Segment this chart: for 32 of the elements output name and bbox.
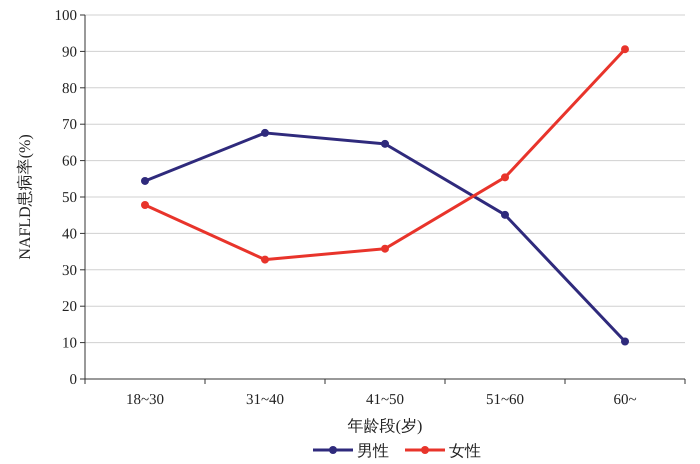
point <box>621 338 629 346</box>
legend-label: 女性 <box>449 443 481 460</box>
y-tick-label: 40 <box>62 226 77 242</box>
y-tick-label: 20 <box>62 299 77 316</box>
y-tick-label: 10 <box>62 336 77 352</box>
y-tick-label: 80 <box>62 80 77 97</box>
point <box>261 256 269 264</box>
x-tick-label: 60~ <box>613 392 637 408</box>
legend-item: 女性 <box>405 443 481 460</box>
point <box>261 128 269 137</box>
y-tick-label: 70 <box>62 117 77 134</box>
point <box>141 201 149 210</box>
y-tick-label: 30 <box>62 262 77 279</box>
point <box>141 176 149 185</box>
x-axis-title: 年龄段(岁) <box>348 417 422 435</box>
point <box>501 210 509 219</box>
y-tick-label: 0 <box>70 372 77 388</box>
x-tick-label: 51~60 <box>486 392 524 408</box>
y-tick-label: 50 <box>62 190 77 206</box>
point <box>381 140 389 148</box>
legend-item: 男性 <box>313 443 389 460</box>
point <box>381 244 389 253</box>
legend-label: 男性 <box>357 443 389 460</box>
y-tick-label: 60 <box>62 154 77 170</box>
point <box>621 45 629 54</box>
y-tick-label: 100 <box>54 8 77 24</box>
y-axis-title: NAFLD患病率(%) <box>16 134 34 260</box>
point <box>501 173 509 182</box>
x-tick-label: 31~40 <box>246 392 284 408</box>
y-tick-label: 90 <box>62 44 77 60</box>
x-tick-label: 18~30 <box>126 392 164 408</box>
x-tick-label: 41~50 <box>366 392 404 408</box>
